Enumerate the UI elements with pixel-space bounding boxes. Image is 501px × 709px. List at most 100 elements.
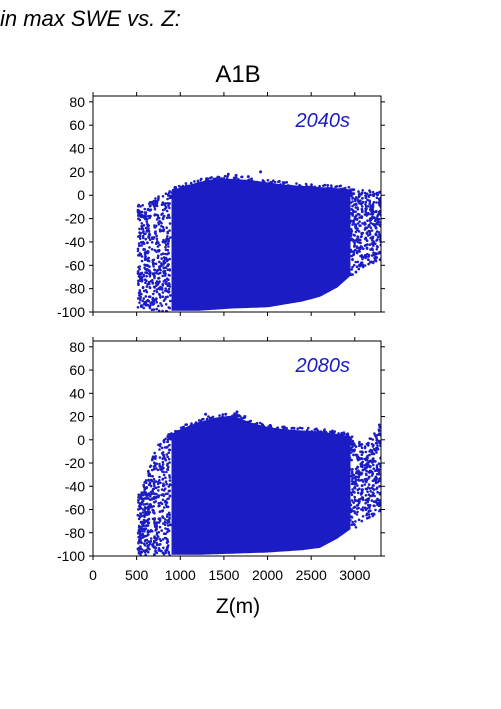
scatter-point — [166, 248, 170, 252]
scatter-point — [169, 294, 172, 297]
scatter-point — [157, 531, 161, 534]
scatter-point — [179, 430, 182, 434]
scatter-point — [372, 484, 375, 487]
scatter-point — [172, 190, 176, 194]
scatter-point — [371, 248, 375, 251]
y-tick-label: -80 — [65, 525, 85, 541]
scatter-point — [310, 187, 313, 190]
scatter-point — [147, 479, 150, 482]
scatter-point — [297, 433, 301, 437]
scatter-point — [147, 227, 150, 230]
y-tick-label: -40 — [65, 234, 85, 250]
scatter-point — [163, 523, 167, 526]
scatter-point — [325, 432, 328, 436]
scatter-point — [282, 432, 286, 436]
scatter-point — [364, 256, 367, 260]
scatter-point — [265, 183, 269, 187]
scatter-point — [142, 230, 145, 233]
scatter-point — [137, 540, 140, 544]
scatter-point — [157, 547, 161, 550]
scatter-point — [161, 295, 165, 299]
scatter-point — [152, 285, 156, 289]
scatter-point — [151, 259, 155, 262]
scatter-point — [304, 433, 308, 436]
scatter-point — [369, 206, 372, 209]
scatter-point — [168, 216, 171, 219]
scatter-point — [147, 521, 151, 525]
scatter-point — [372, 194, 375, 197]
scatter-point — [370, 499, 374, 502]
scatter-point — [159, 442, 162, 446]
scatter-point — [196, 425, 200, 429]
scatter-point — [163, 274, 167, 277]
scatter-point — [341, 187, 345, 190]
scatter-point — [250, 179, 254, 183]
scatter-point — [283, 425, 286, 429]
scatter-point — [360, 446, 364, 450]
scatter-point — [247, 184, 251, 188]
scatter-point — [360, 205, 364, 208]
scatter-point — [153, 517, 157, 520]
scatter-point — [376, 214, 379, 218]
scatter-point — [372, 452, 376, 456]
scatter-point — [364, 243, 368, 247]
scatter-point — [155, 541, 159, 545]
scatter-point — [136, 247, 140, 251]
scatter-point — [312, 187, 316, 191]
y-tick-label: 40 — [69, 385, 85, 401]
scatter-point — [166, 295, 169, 299]
scatter-point — [367, 516, 370, 520]
scatter-point — [145, 486, 148, 490]
scatter-point — [161, 252, 165, 255]
scatter-point — [150, 308, 154, 312]
scatter-point — [138, 301, 141, 304]
scatter-point — [358, 250, 361, 253]
scatter-point — [377, 479, 381, 483]
scatter-point — [204, 412, 208, 416]
scatter-point — [144, 215, 148, 218]
scatter-point — [361, 189, 365, 192]
scatter-point — [377, 498, 381, 502]
scatter-point — [371, 457, 375, 460]
scatter-point — [298, 187, 302, 190]
scatter-point — [329, 189, 332, 193]
scatter-point — [291, 188, 294, 192]
y-tick-label: -20 — [65, 211, 85, 227]
scatter-point — [153, 535, 156, 538]
scatter-point — [166, 468, 170, 471]
scatter-point — [369, 490, 373, 493]
scatter-point — [373, 504, 376, 508]
scatter-point — [295, 432, 299, 435]
scatter-point — [343, 192, 347, 196]
scatter-point — [165, 446, 169, 449]
panel-2040s: -100 -80 -60 -40 -20 0 20 40 60 80 2040s — [57, 92, 385, 320]
scatter-point — [286, 429, 290, 432]
scatter-point — [359, 444, 363, 447]
scatter-point — [364, 254, 367, 257]
scatter-point — [353, 487, 357, 490]
scatter-point — [148, 304, 151, 308]
scatter-point — [363, 264, 367, 267]
scatter-point — [371, 213, 375, 216]
scatter-point — [354, 230, 358, 234]
scatter-point — [339, 188, 342, 191]
y-tick-label: 0 — [77, 432, 85, 448]
scatter-point — [144, 281, 147, 285]
scatter-point — [263, 185, 266, 189]
scatter-point — [215, 179, 219, 182]
scatter-point — [350, 523, 354, 526]
scatter-point — [150, 479, 154, 483]
scatter-point — [158, 220, 161, 223]
scatter-point — [246, 175, 250, 179]
scatter-point — [370, 486, 374, 490]
scatter-point — [289, 432, 292, 436]
scatter-point — [217, 178, 221, 181]
scatter-point — [351, 265, 354, 269]
scatter-point — [153, 480, 156, 484]
y-tick-label: -40 — [65, 478, 85, 494]
scatter-point — [193, 180, 196, 183]
scatter-point — [356, 246, 359, 250]
scatter-point — [136, 513, 140, 517]
scatter-point — [200, 422, 204, 426]
